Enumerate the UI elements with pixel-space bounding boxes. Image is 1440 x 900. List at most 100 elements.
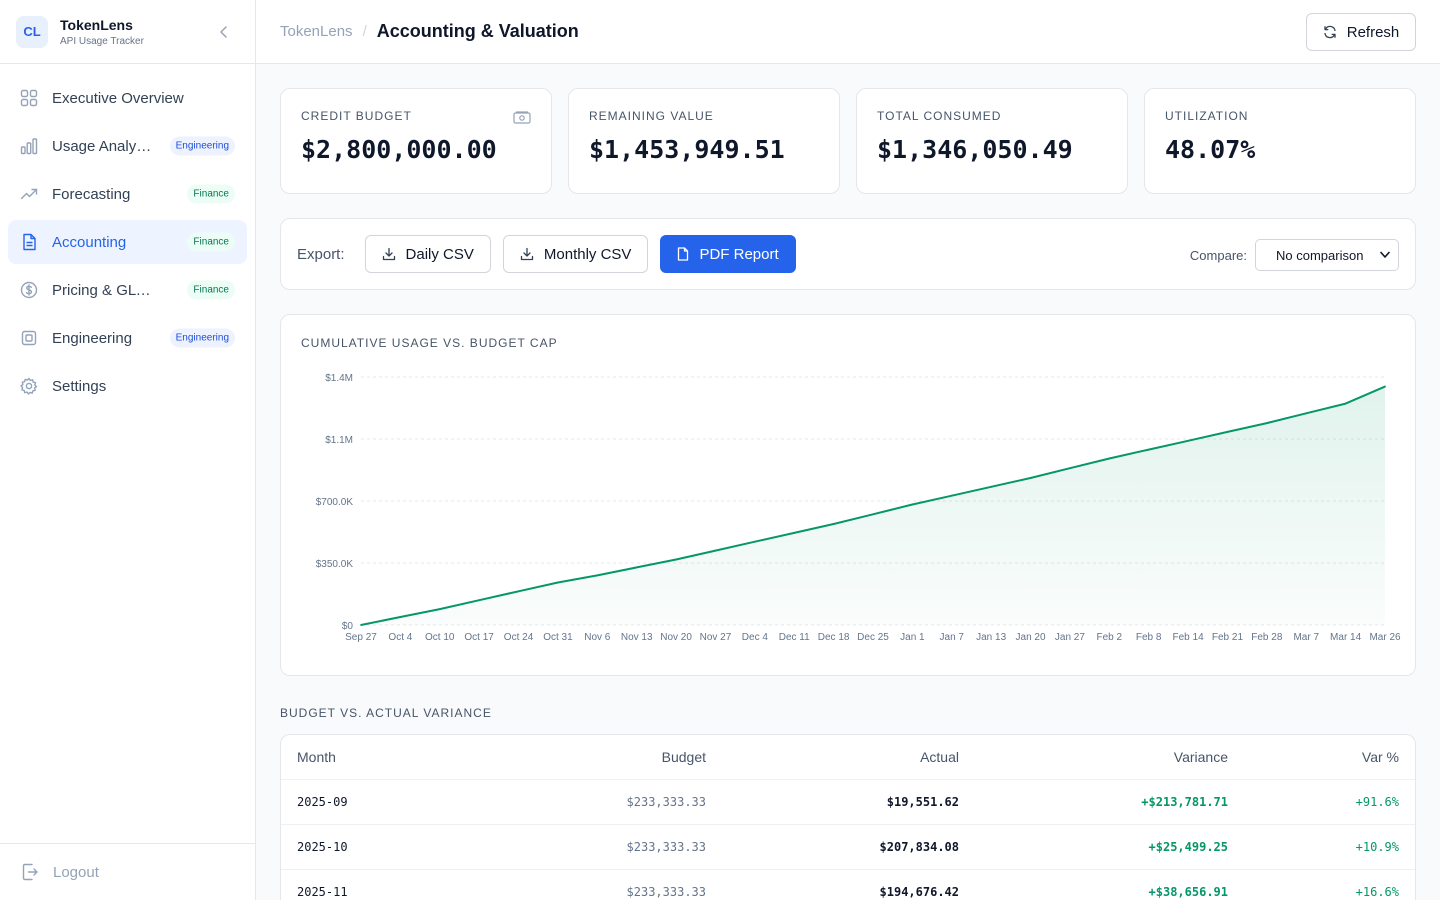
sidebar-item-settings[interactable]: Settings: [8, 364, 247, 408]
cell-budget: $233,333.33: [626, 840, 706, 854]
variance-section-title: Budget vs. Actual Variance: [280, 706, 492, 720]
data-point: [1305, 412, 1308, 415]
cell-var-pct: +10.9%: [1355, 840, 1399, 854]
x-tick-label: Jan 1: [900, 632, 925, 643]
cell-variance: +$25,499.25: [1148, 840, 1228, 854]
team-badge: Finance: [187, 280, 235, 300]
sidebar-item-forecasting[interactable]: Forecasting Finance: [8, 172, 247, 216]
x-tick-label: Jan 13: [976, 632, 1006, 643]
table-row: 2025-10 $233,333.33 $207,834.08 +$25,499…: [281, 825, 1415, 870]
refresh-icon: [1324, 25, 1336, 39]
gear-icon: [20, 377, 38, 395]
x-tick-label: Oct 31: [543, 632, 573, 643]
card-value: 48.07%: [1165, 135, 1256, 164]
sidebar: CL TokenLens API Usage Tracker Executive…: [0, 0, 256, 900]
x-tick-label: Jan 20: [1016, 632, 1046, 643]
cell-var-pct: +16.6%: [1355, 885, 1399, 899]
pdf-report-button[interactable]: PDF Report: [660, 235, 796, 273]
main-content: Credit Budget $2,800,000.00 Remaining Va…: [256, 64, 1440, 900]
chart-title: Cumulative Usage vs. Budget Cap: [301, 336, 558, 350]
data-point: [438, 608, 441, 610]
sidebar-item-label: Accounting: [52, 233, 127, 251]
table-header-row: Month Budget Actual Variance Var %: [281, 735, 1415, 780]
cell-variance: +$38,656.91: [1148, 885, 1228, 899]
data-point: [478, 599, 481, 602]
export-label: Export:: [297, 245, 345, 263]
x-tick-label: Mar 7: [1293, 632, 1319, 643]
data-point: [360, 624, 362, 626]
table-row: 2025-11 $233,333.33 $194,676.42 +$38,656…: [281, 870, 1415, 900]
daily-csv-button[interactable]: Daily CSV: [364, 235, 491, 273]
button-label: Monthly CSV: [543, 245, 632, 263]
chart-canvas: $0 $350.0K $700.0K $1.1M $1.4M Sep 27 Oct 4 Oct…: [316, 373, 1401, 643]
x-tick-label: Dec 25: [857, 632, 889, 643]
brand-name: TokenLens: [60, 16, 133, 33]
data-point: [1029, 477, 1032, 479]
x-tick-label: Oct 10: [425, 632, 455, 643]
column-header-variance[interactable]: Variance: [1173, 749, 1228, 765]
sidebar-item-usage-analytics[interactable]: Usage Analytics Engineering: [8, 124, 247, 168]
download-icon: [520, 247, 534, 261]
x-tick-label: Mar 26: [1369, 632, 1401, 643]
team-badge: Finance: [187, 232, 235, 252]
x-tick-label: Nov 13: [621, 632, 653, 643]
total-consumed-card: Total Consumed $1,346,050.49: [856, 88, 1128, 194]
card-label: Utilization: [1165, 109, 1249, 123]
x-tick-label: Oct 4: [388, 632, 412, 643]
x-tick-label: Nov 27: [700, 632, 732, 643]
compare-select[interactable]: No comparison: [1255, 239, 1399, 271]
banknote-icon: [513, 111, 531, 124]
x-tick-label: Dec 18: [818, 632, 850, 643]
page-title: Accounting & Valuation: [376, 21, 579, 41]
brand: CL TokenLens API Usage Tracker: [0, 0, 255, 64]
sidebar-item-accounting[interactable]: Accounting Finance: [8, 220, 247, 264]
column-header-actual[interactable]: Actual: [920, 749, 959, 765]
cell-actual: $207,834.08: [879, 840, 959, 854]
chevron-left-icon[interactable]: [217, 24, 231, 40]
cell-variance: +$213,781.71: [1141, 795, 1228, 809]
usage-area: [361, 386, 1385, 625]
x-tick-label: Dec 11: [779, 632, 810, 643]
x-tick-label: Jan 7: [940, 632, 965, 643]
monthly-csv-button[interactable]: Monthly CSV: [502, 235, 649, 273]
kpi-cards: Credit Budget $2,800,000.00 Remaining Va…: [280, 88, 1416, 194]
sidebar-item-engineering[interactable]: Engineering Engineering: [8, 316, 247, 360]
sidebar-item-executive-overview[interactable]: Executive Overview: [8, 76, 247, 120]
data-point: [1069, 467, 1071, 470]
column-header-month[interactable]: Month: [297, 749, 336, 765]
column-header-budget[interactable]: Budget: [661, 749, 706, 765]
data-point: [1384, 385, 1386, 388]
x-tick-label: Feb 21: [1212, 632, 1244, 643]
data-point: [596, 574, 599, 577]
data-point: [872, 513, 874, 516]
cell-var-pct: +91.6%: [1355, 795, 1399, 809]
team-badge: Engineering: [169, 328, 235, 348]
x-tick-label: Feb 8: [1136, 632, 1162, 643]
sidebar-item-label: Pricing & GL Tools: [52, 281, 154, 299]
y-tick-label: $1.1M: [325, 435, 353, 446]
brand-logo: CL: [16, 15, 48, 48]
y-tick-label: $700.0K: [316, 497, 354, 508]
column-header-var-pct[interactable]: Var %: [1361, 749, 1399, 765]
data-point: [675, 558, 677, 561]
data-point: [1344, 402, 1347, 405]
refresh-button[interactable]: Refresh: [1306, 13, 1416, 51]
button-label: Daily CSV: [405, 245, 474, 263]
data-point: [950, 494, 953, 497]
document-icon: [23, 233, 36, 251]
table-row: 2025-09 $233,333.33 $19,551.62 +$213,781…: [281, 780, 1415, 825]
sidebar-item-pricing-gl-tools[interactable]: Pricing & GL Tools Finance: [8, 268, 247, 312]
team-badge: Engineering: [169, 136, 235, 156]
data-point: [1147, 448, 1150, 451]
sidebar-item-label: Usage Analytics: [52, 137, 154, 155]
x-tick-label: Oct 24: [504, 632, 534, 643]
x-tick-label: Mar 14: [1330, 632, 1362, 643]
data-point: [832, 523, 835, 525]
compare-control: Compare: No comparison: [1190, 239, 1399, 271]
breadcrumb-root[interactable]: TokenLens: [280, 23, 353, 40]
data-point: [399, 616, 402, 618]
card-value: $1,453,949.51: [589, 135, 785, 164]
x-tick-label: Sep 27: [345, 632, 377, 643]
dollar-circle-icon: [20, 281, 38, 299]
logout-button[interactable]: Logout: [0, 843, 255, 900]
